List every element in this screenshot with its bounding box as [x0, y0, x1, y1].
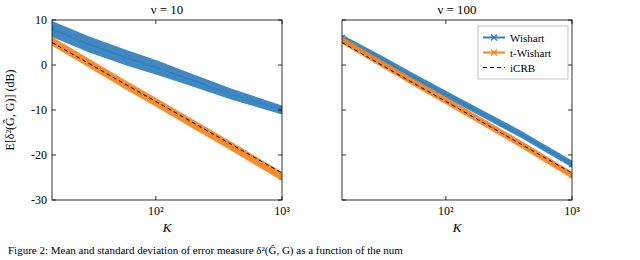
tick-mark [568, 110, 572, 111]
tick-label: -20 [31, 148, 47, 162]
tick-mark [568, 20, 572, 21]
tick-mark [568, 65, 572, 66]
tick-mark [282, 20, 283, 24]
tick-label: 0 [41, 58, 47, 72]
tick-mark [342, 200, 346, 201]
tick-label: 10² [148, 204, 164, 218]
marker [52, 26, 55, 32]
tick-mark [278, 20, 282, 21]
legend: Wishart t-Wishart iCRB [478, 26, 568, 79]
tick-label: -30 [31, 193, 47, 207]
figure: -30 -20 -10 0 10 10² 10³ ν = 10 K E[δ²(Ĝ, G)] (dB… [0, 0, 640, 260]
legend-marker [491, 50, 497, 56]
legend-swatch [483, 67, 505, 68]
legend-marker [491, 35, 497, 41]
tick-mark [52, 110, 56, 111]
legend-label: Wishart [510, 32, 544, 44]
panel: 10² 10³ ν = 100 K Wishart t-Wishart iCRB [339, 2, 580, 235]
tick-label: 10² [438, 204, 454, 218]
tick-mark [278, 110, 282, 111]
legend-box [478, 26, 568, 79]
tick-mark [568, 155, 572, 156]
tick-mark [155, 20, 156, 24]
series-line [52, 29, 282, 110]
tick-mark [278, 65, 282, 66]
legend-label: t-Wishart [510, 47, 551, 59]
caption: Figure 2: Mean and standard deviation of… [8, 244, 403, 257]
panel-title: ν = 100 [437, 2, 476, 17]
std-band [52, 37, 282, 181]
x-axis-label: K [452, 220, 463, 235]
marker [569, 161, 572, 167]
plot-frame [52, 20, 282, 200]
tick-label: -10 [31, 103, 47, 117]
series-line [52, 43, 282, 174]
tick-mark [342, 65, 346, 66]
tick-mark [568, 200, 572, 201]
tick-mark [572, 20, 573, 24]
marker [279, 174, 282, 180]
plot-frame [342, 20, 572, 200]
marker [279, 107, 282, 113]
plot-data [52, 21, 282, 181]
tick-mark [278, 155, 282, 156]
series-line [342, 38, 572, 164]
tick-label: 10³ [564, 204, 580, 218]
tick-mark [342, 20, 346, 21]
tick-label: 10 [35, 13, 47, 27]
tick-mark [278, 200, 282, 201]
tick-mark [52, 65, 56, 66]
plot-data [342, 34, 572, 178]
tick-mark [342, 155, 346, 156]
tick-mark [52, 20, 56, 21]
tick-mark [155, 196, 156, 200]
tick-mark [52, 155, 56, 156]
std-band [52, 21, 282, 115]
legend-label: iCRB [510, 62, 535, 74]
panel-title: ν = 10 [151, 2, 184, 17]
std-band [342, 37, 572, 179]
tick-mark [52, 200, 56, 201]
series-line [52, 41, 282, 176]
marker [569, 172, 572, 178]
panel: -30 -20 -10 0 10 10² 10³ ν = 10 K E[δ²(Ĝ, G)] (dB… [3, 2, 290, 235]
std-band [342, 34, 572, 167]
tick-mark [572, 196, 573, 200]
tick-mark [445, 196, 446, 200]
tick-mark [445, 20, 446, 24]
tick-mark [282, 196, 283, 200]
x-axis-label: K [162, 220, 173, 235]
y-axis-label: E[δ²(Ĝ, G)] (dB) [3, 70, 17, 151]
tick-label: 10³ [274, 204, 290, 218]
tick-mark [342, 110, 346, 111]
